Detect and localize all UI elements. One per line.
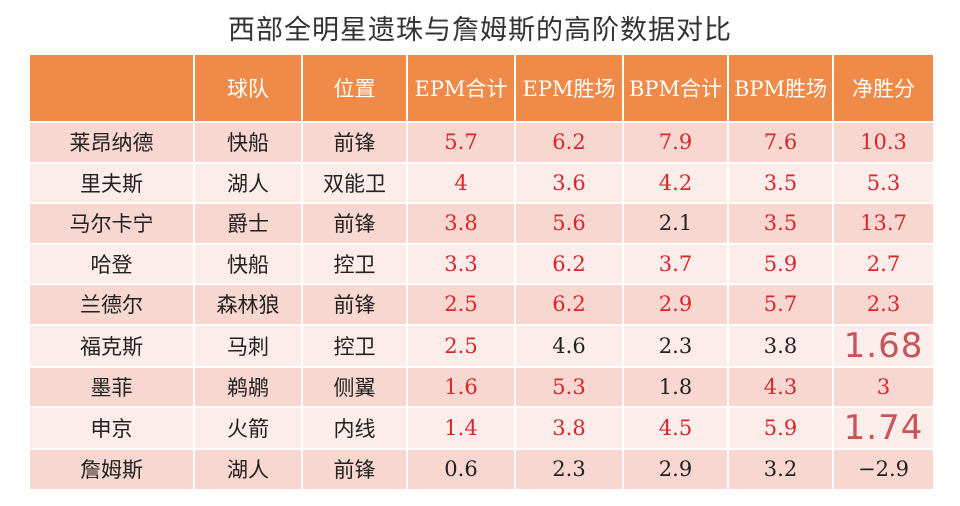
- bpm-wins-cell: 5.7: [729, 285, 834, 326]
- header-position: 位置: [303, 55, 408, 123]
- bpm-total-cell: 7.9: [624, 123, 729, 164]
- net-rating-cell: 13.7: [834, 204, 933, 245]
- net-rating-overlay-cell: 1.68: [834, 325, 933, 368]
- table-row: 墨菲 鹈鹕 侧翼 1.6 5.3 1.8 4.3 3: [30, 367, 933, 408]
- net-rating-cell: 2.3: [834, 285, 933, 326]
- epm-wins-cell: 3.6: [516, 163, 624, 204]
- epm-wins-cell: 4.6: [516, 325, 624, 368]
- team-cell: 马刺: [195, 325, 303, 368]
- header-epm-wins: EPM胜场: [516, 55, 624, 123]
- epm-total-cell: 1.6: [408, 367, 516, 408]
- header-row: 球队 位置 EPM合计 EPM胜场 BPM合计 BPM胜场 净胜分: [30, 55, 933, 123]
- header-team: 球队: [195, 55, 303, 123]
- team-cell: 鹈鹕: [195, 367, 303, 408]
- bpm-total-cell: 2.9: [624, 285, 729, 326]
- epm-wins-cell: 6.2: [516, 123, 624, 164]
- net-rating-cell: −2.9: [834, 450, 933, 491]
- epm-wins-cell: 6.2: [516, 285, 624, 326]
- player-name: 莱昂纳德: [30, 123, 195, 164]
- team-cell: 快船: [195, 123, 303, 164]
- table-row: 哈登 快船 控卫 3.3 6.2 3.7 5.9 2.7: [30, 244, 933, 285]
- epm-total-cell: 2.5: [408, 325, 516, 368]
- position-cell: 侧翼: [303, 367, 408, 408]
- epm-total-cell: 5.7: [408, 123, 516, 164]
- bpm-total-cell: 4.2: [624, 163, 729, 204]
- team-cell: 爵士: [195, 204, 303, 245]
- bpm-wins-cell: 5.9: [729, 244, 834, 285]
- player-name: 马尔卡宁: [30, 204, 195, 245]
- epm-wins-cell: 3.8: [516, 408, 624, 450]
- bpm-total-cell: 1.8: [624, 367, 729, 408]
- epm-wins-cell: 6.2: [516, 244, 624, 285]
- bpm-total-cell: 3.7: [624, 244, 729, 285]
- bpm-wins-cell: 3.5: [729, 204, 834, 245]
- table-row: 福克斯 马刺 控卫 2.5 4.6 2.3 3.8 1.68: [30, 325, 933, 368]
- player-name: 墨菲: [30, 367, 195, 408]
- header-bpm-total: BPM合计: [624, 55, 729, 123]
- bpm-total-cell: 2.9: [624, 450, 729, 491]
- team-cell: 快船: [195, 244, 303, 285]
- epm-wins-cell: 5.6: [516, 204, 624, 245]
- table-row: 马尔卡宁 爵士 前锋 3.8 5.6 2.1 3.5 13.7: [30, 204, 933, 245]
- epm-wins-cell: 2.3: [516, 450, 624, 491]
- bpm-wins-cell: 4.3: [729, 367, 834, 408]
- table-row: 里夫斯 湖人 双能卫 4 3.6 4.2 3.5 5.3: [30, 163, 933, 204]
- player-name: 申京: [30, 408, 195, 450]
- position-cell: 内线: [303, 408, 408, 450]
- position-cell: 前锋: [303, 450, 408, 491]
- team-cell: 湖人: [195, 163, 303, 204]
- player-name: 里夫斯: [30, 163, 195, 204]
- bpm-total-cell: 2.3: [624, 325, 729, 368]
- net-rating-cell: 2.7: [834, 244, 933, 285]
- bpm-total-cell: 4.5: [624, 408, 729, 450]
- bpm-wins-cell: 7.6: [729, 123, 834, 164]
- position-cell: 前锋: [303, 204, 408, 245]
- player-name: 兰德尔: [30, 285, 195, 326]
- bpm-wins-cell: 5.9: [729, 408, 834, 450]
- team-cell: 火箭: [195, 408, 303, 450]
- net-rating-overlay-cell: 1.74: [834, 408, 933, 450]
- epm-total-cell: 1.4: [408, 408, 516, 450]
- table-row: 莱昂纳德 快船 前锋 5.7 6.2 7.9 7.6 10.3: [30, 123, 933, 164]
- epm-total-cell: 2.5: [408, 285, 516, 326]
- net-rating-cell: 3: [834, 367, 933, 408]
- header-bpm-wins: BPM胜场: [729, 55, 834, 123]
- table-row: 詹姆斯 湖人 前锋 0.6 2.3 2.9 3.2 −2.9: [30, 450, 933, 491]
- epm-total-cell: 3.3: [408, 244, 516, 285]
- position-cell: 控卫: [303, 325, 408, 368]
- header-net-rating: 净胜分: [834, 55, 933, 123]
- header-epm-total: EPM合计: [408, 55, 516, 123]
- net-rating-cell: 10.3: [834, 123, 933, 164]
- stats-table: 球队 位置 EPM合计 EPM胜场 BPM合计 BPM胜场 净胜分 莱昂纳德 快…: [30, 55, 933, 491]
- net-rating-cell: 5.3: [834, 163, 933, 204]
- player-name: 詹姆斯: [30, 450, 195, 491]
- team-cell: 湖人: [195, 450, 303, 491]
- epm-wins-cell: 5.3: [516, 367, 624, 408]
- team-cell: 森林狼: [195, 285, 303, 326]
- bpm-wins-cell: 3.5: [729, 163, 834, 204]
- position-cell: 双能卫: [303, 163, 408, 204]
- epm-total-cell: 4: [408, 163, 516, 204]
- position-cell: 前锋: [303, 285, 408, 326]
- player-name: 福克斯: [30, 325, 195, 368]
- table-row: 兰德尔 森林狼 前锋 2.5 6.2 2.9 5.7 2.3: [30, 285, 933, 326]
- position-cell: 前锋: [303, 123, 408, 164]
- header-blank: [30, 55, 195, 123]
- epm-total-cell: 0.6: [408, 450, 516, 491]
- bpm-total-cell: 2.1: [624, 204, 729, 245]
- page-title: 西部全明星遗珠与詹姆斯的高阶数据对比: [228, 15, 732, 46]
- player-name: 哈登: [30, 244, 195, 285]
- position-cell: 控卫: [303, 244, 408, 285]
- bpm-wins-cell: 3.8: [729, 325, 834, 368]
- epm-total-cell: 3.8: [408, 204, 516, 245]
- bpm-wins-cell: 3.2: [729, 450, 834, 491]
- table-row: 申京 火箭 内线 1.4 3.8 4.5 5.9 1.74: [30, 408, 933, 450]
